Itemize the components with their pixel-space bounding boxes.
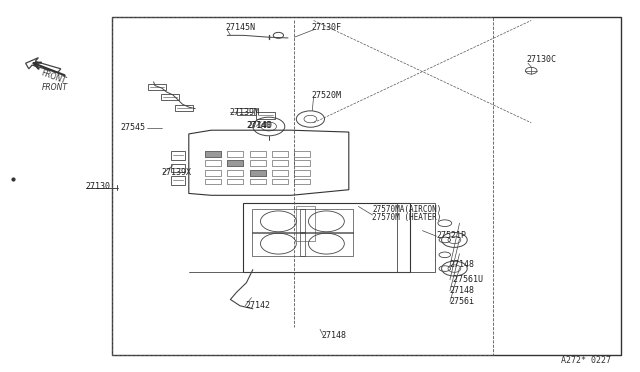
Text: 27570MA(AIRCON): 27570MA(AIRCON) xyxy=(372,205,442,214)
Text: 27130F: 27130F xyxy=(312,23,342,32)
Text: 27545: 27545 xyxy=(120,123,145,132)
Bar xyxy=(112,17,493,355)
Bar xyxy=(205,151,221,157)
Bar xyxy=(175,105,193,111)
Text: 27561U: 27561U xyxy=(448,275,483,283)
Bar xyxy=(300,209,353,233)
Text: 27140: 27140 xyxy=(246,121,271,130)
Bar xyxy=(272,160,288,166)
Text: 27570M (HEATER): 27570M (HEATER) xyxy=(372,214,442,222)
Bar xyxy=(250,170,266,176)
Bar xyxy=(171,176,185,185)
Bar xyxy=(294,151,310,157)
Bar xyxy=(250,179,266,184)
Bar xyxy=(272,179,288,184)
Text: 27145N: 27145N xyxy=(226,23,256,32)
Text: FRONT: FRONT xyxy=(40,68,67,86)
Bar xyxy=(296,206,315,241)
Text: 27148: 27148 xyxy=(450,260,475,269)
Text: 27130: 27130 xyxy=(85,182,110,191)
Text: A272* 0227: A272* 0227 xyxy=(561,356,611,365)
Bar xyxy=(250,170,266,176)
Bar xyxy=(250,151,266,157)
Bar xyxy=(205,160,221,166)
Bar xyxy=(227,170,243,176)
Bar xyxy=(161,94,179,100)
Text: 27148: 27148 xyxy=(450,286,475,295)
Bar xyxy=(205,151,221,157)
Bar xyxy=(171,164,185,172)
Bar xyxy=(252,232,305,256)
Bar xyxy=(237,108,256,115)
Bar xyxy=(294,170,310,176)
Bar xyxy=(205,179,221,184)
Text: 27130C: 27130C xyxy=(526,55,556,64)
Bar xyxy=(227,160,243,166)
Bar xyxy=(250,160,266,166)
Bar xyxy=(256,112,275,119)
Bar xyxy=(171,151,185,160)
Bar xyxy=(294,179,310,184)
Text: 27521P: 27521P xyxy=(436,231,467,240)
Text: 2756i: 2756i xyxy=(450,297,475,306)
Bar xyxy=(227,160,243,166)
Text: 27148: 27148 xyxy=(322,331,347,340)
Bar xyxy=(205,170,221,176)
Bar xyxy=(294,160,310,166)
Bar xyxy=(112,17,621,355)
Bar xyxy=(272,151,288,157)
Bar xyxy=(252,209,305,233)
Text: 27520M: 27520M xyxy=(312,91,342,100)
Text: 27139M: 27139M xyxy=(229,108,259,117)
Text: 27140: 27140 xyxy=(247,121,272,130)
Bar xyxy=(272,170,288,176)
Bar xyxy=(148,84,166,90)
Bar xyxy=(300,232,353,256)
Text: FRONT: FRONT xyxy=(42,83,67,92)
Text: 27142: 27142 xyxy=(245,301,270,310)
Bar xyxy=(227,151,243,157)
Bar xyxy=(227,179,243,184)
Text: 27139X: 27139X xyxy=(161,168,191,177)
